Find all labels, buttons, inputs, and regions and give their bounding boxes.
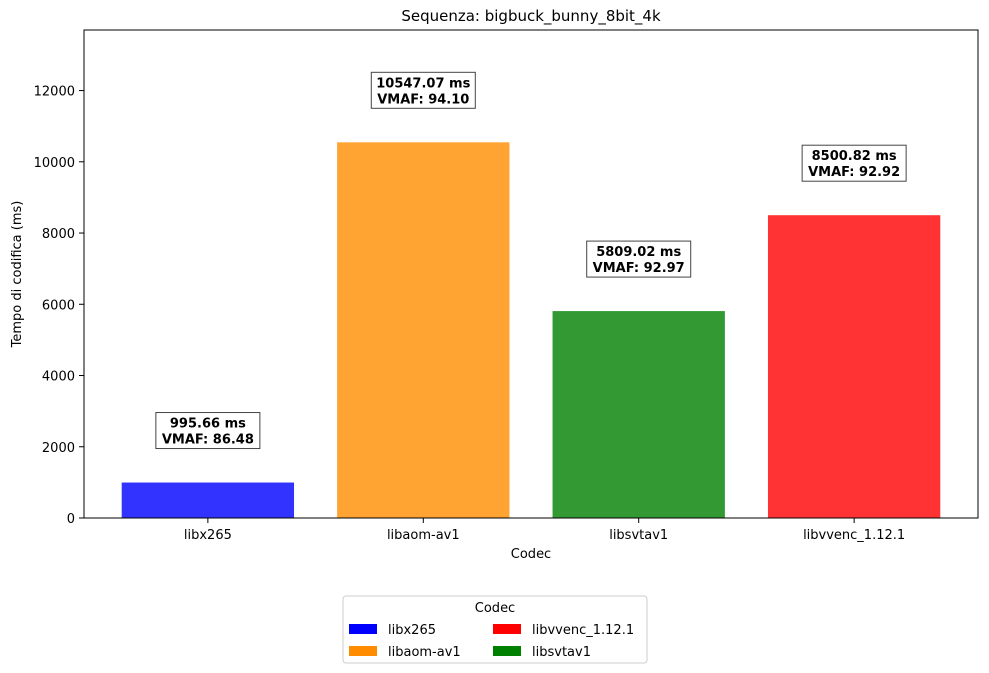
y-tick-label: 8000 <box>42 227 75 242</box>
y-tick-label: 4000 <box>42 370 75 385</box>
x-tick-label: libx265 <box>184 528 232 543</box>
x-tick-label: libaom-av1 <box>387 528 460 543</box>
y-tick-label: 2000 <box>42 441 75 456</box>
data-label-vmaf: VMAF: 92.92 <box>808 165 900 180</box>
bar-libsvtav1 <box>552 311 725 518</box>
legend-swatch-libx265 <box>349 624 377 634</box>
legend-label-libaom-av1: libaom-av1 <box>388 645 461 660</box>
plot-frame <box>83 29 979 519</box>
y-axis-label: Tempo di codifica (ms) <box>10 201 25 349</box>
data-label-box <box>370 71 476 109</box>
data-label-time: 5809.02 ms <box>596 245 681 260</box>
legend-swatch-libvvenc_1.12.1 <box>493 624 521 634</box>
chart-title: Sequenza: bigbuck_bunny_8bit_4k <box>401 7 661 26</box>
bar-libx265 <box>121 482 295 518</box>
y-tick-label: 6000 <box>42 298 75 313</box>
data-label-vmaf: VMAF: 86.48 <box>162 433 254 448</box>
data-label-box <box>586 240 692 278</box>
x-axis-label: Codec <box>511 547 551 562</box>
data-label-time: 8500.82 ms <box>812 149 897 164</box>
data-label-vmaf: VMAF: 92.97 <box>593 261 685 276</box>
x-tick-label: libvvenc_1.12.1 <box>803 528 905 543</box>
x-tick-label: libsvtav1 <box>609 528 668 543</box>
legend-title: Codec <box>475 601 515 616</box>
bar-libaom-av1 <box>337 142 510 518</box>
data-label-box <box>155 412 261 450</box>
legend-swatch-libsvtav1 <box>493 646 521 656</box>
legend-label-libsvtav1: libsvtav1 <box>532 645 591 660</box>
legend-label-libx265: libx265 <box>388 623 436 638</box>
legend-swatch-libaom-av1 <box>349 646 377 656</box>
legend-label-libvvenc_1.12.1: libvvenc_1.12.1 <box>532 623 634 638</box>
data-label-time: 10547.07 ms <box>376 76 470 91</box>
bar-libvvenc_1.12.1 <box>767 215 941 518</box>
y-tick-label: 10000 <box>34 156 75 171</box>
data-label-vmaf: VMAF: 94.10 <box>377 92 469 107</box>
data-label-box <box>801 144 907 182</box>
data-label-time: 995.66 ms <box>170 417 246 432</box>
y-tick-label: 12000 <box>34 85 75 100</box>
y-tick-label: 0 <box>67 512 75 527</box>
